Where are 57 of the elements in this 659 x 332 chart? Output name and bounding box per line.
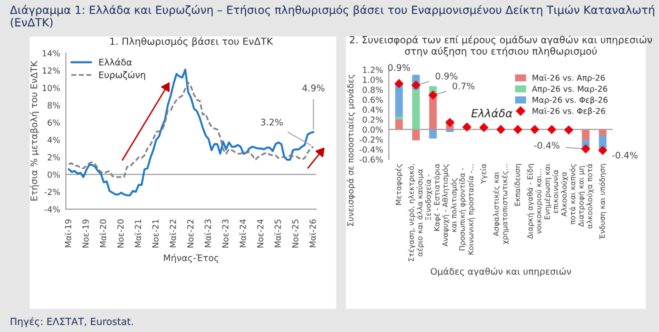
data-label: -0.4% [534,142,560,149]
y-tick-label: -0.4% [359,146,383,153]
legend-label: Μαρ-26 vs. Φεβ-26 [532,96,608,104]
data-label: -0.4% [612,152,638,159]
legend-label: Απρ-26 vs. Μαρ-26 [532,86,608,94]
x-tick-label: Μαϊ-24 [240,219,246,248]
y-tick-label: 1.2% [363,66,383,74]
x-tick-label: Μαϊ-20 [100,219,106,248]
x-tick-label: Νοε-20 [117,219,124,248]
chart-title: 1. Πληθωρισμός βάσει του ΕνΔΤΚ [110,37,274,47]
y-tick-label: 4% [48,136,60,144]
y-axis-title: Ετήσια % μεταβολή του ΕνΔΤΚ [30,60,40,201]
legend-label: Μαϊ-26 vs. Φεβ-26 [532,108,606,116]
x-axis-title: Ομάδες αγαθών και υπηρεσιών [430,267,572,277]
y-tick-label: 0.6% [362,96,383,103]
y-tick-label: 2% [48,154,60,160]
text: Πηγές: ΕΛΣΤΑΤ, Eurostat. [10,317,133,328]
y-tick-label: 0% [48,171,60,178]
x-tick-label: Μαϊ-26 [309,219,316,248]
y-tick-label: 0.2% [362,116,383,123]
text: Διάγραμμα 1: Ελλάδα και Ευρωζώνη – Ετήσιος πληθωρισμός βάσει του Εναρμονισμένου Δείκτη Τιμών Καταναλωτή (ΕνΔΤΚ) [10,4,654,28]
y-tick-label: 0.4% [362,106,383,113]
x-tick-label: Μαϊ-25 [274,220,281,248]
x-tick-label: Νοε-24 [257,219,264,248]
x-tick-label: Νοε-25 [292,220,298,248]
y-tick-label: 12% [42,67,60,74]
y-tick-label: 10% [42,84,60,92]
y-axis-title: Συνεισφορά σε ποσοστιαίες μονάδες [346,74,356,226]
legend-label: Μαϊ-26 vs. Απρ-26 [532,74,605,82]
data-label: 0.7% [452,82,474,90]
y-tick-label: 6% [48,119,60,126]
y-tick-label: 0.0% [362,126,383,133]
x-tick-label: Νοε-21 [152,220,159,248]
x-axis-title: Μήνας-Έτος [164,254,218,263]
y-tick-label: -4% [44,206,60,212]
data-label: 0.9% [436,72,458,80]
x-tick-label: Μαϊ-21 [134,220,142,248]
data-label: 0.9% [388,64,410,72]
x-tick-label: Νοε-23 [222,220,228,248]
y-tick-label: -2% [44,188,60,196]
legend-label: Ευρωζώνη [99,70,146,80]
y-tick-label: 0.8% [362,86,383,93]
y-tick-label: 1.0% [363,76,383,83]
x-tick-label: Νοε-22 [187,220,194,248]
legend-label: Ελλάδα [99,58,132,66]
chart-title: 2. Συνεισφορά των επί μέρους ομάδων αγαθών και υπηρεσιών στην αύξηση του ετήσιου πληθωρισμού [350,35,652,57]
y-tick-label: 14% [42,50,60,56]
annotation: 4.9% [302,84,324,92]
y-tick-label: -0.6% [359,156,383,163]
x-tick-label: Μαϊ-19 [64,219,72,248]
y-tick-label: 8% [48,102,60,108]
y-tick-label: -0.2% [359,136,383,143]
annotation: 3.2% [260,118,283,126]
annotation: Ελλάδα [471,108,513,118]
x-tick-label: Μαϊ-22 [170,220,176,248]
x-tick-label: Νοε-19 [82,219,89,248]
x-tick-label: Μαϊ-23 [204,220,211,248]
